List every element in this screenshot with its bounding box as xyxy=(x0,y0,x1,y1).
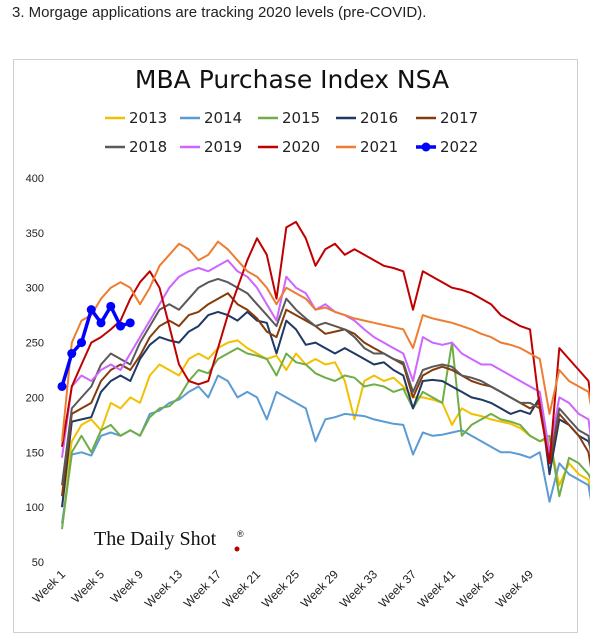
series-group xyxy=(57,220,590,530)
legend-label: 2013 xyxy=(129,109,167,127)
legend-label: 2019 xyxy=(204,138,242,156)
x-tick-label: Week 17 xyxy=(181,567,224,610)
series-line-2021 xyxy=(61,240,590,442)
data-point-2022 xyxy=(96,318,106,328)
data-point-2022 xyxy=(125,318,135,328)
watermark-dot xyxy=(234,546,240,552)
legend-label: 2021 xyxy=(360,138,398,156)
y-tick-label: 300 xyxy=(26,283,44,295)
data-point-2022 xyxy=(116,321,125,331)
series-line-2020 xyxy=(61,220,590,465)
series-line-2016 xyxy=(61,310,590,508)
y-tick-label: 400 xyxy=(26,173,44,185)
y-tick-label: 100 xyxy=(26,502,44,514)
series-line-2015 xyxy=(61,341,590,530)
x-tick-label: Week 21 xyxy=(220,567,263,610)
x-tick-label: Week 13 xyxy=(142,567,185,610)
data-point-2022 xyxy=(77,338,86,348)
y-tick-label: 50 xyxy=(32,557,44,569)
legend-label: 2020 xyxy=(282,138,320,156)
x-tick-label: Week 1 xyxy=(30,567,69,606)
x-tick-label: Week 33 xyxy=(337,567,380,610)
legend-label: 2014 xyxy=(204,109,242,127)
data-point-2022 xyxy=(67,349,77,359)
series-line-2017 xyxy=(61,292,590,497)
watermark-registered: ® xyxy=(237,529,244,539)
legend-marker xyxy=(421,142,431,152)
legend-label: 2022 xyxy=(440,138,478,156)
x-tick-label: Week 5 xyxy=(69,567,108,606)
y-tick-label: 150 xyxy=(26,447,44,459)
series-line-2018 xyxy=(61,277,590,486)
data-point-2022 xyxy=(106,301,116,311)
x-tick-label: Week 41 xyxy=(415,567,458,610)
chart-title: MBA Purchase Index NSA xyxy=(135,65,449,94)
y-tick-label: 200 xyxy=(26,392,44,404)
x-tick-label: Week 25 xyxy=(259,567,302,610)
legend-label: 2017 xyxy=(440,109,478,127)
y-tick-label: 250 xyxy=(26,338,44,350)
series-line-2014 xyxy=(61,374,590,524)
x-tick-label: Week 45 xyxy=(454,567,497,610)
data-point-2022 xyxy=(86,305,96,315)
x-tick-label: Week 37 xyxy=(376,567,419,610)
legend-label: 2016 xyxy=(360,109,398,127)
data-point-2022 xyxy=(57,381,67,391)
watermark: The Daily Shot ® xyxy=(94,528,244,552)
y-axis: 50 100 150 200 250 300 350 400 xyxy=(26,173,44,569)
x-tick-label: Week 9 xyxy=(108,567,147,606)
series-line-2013 xyxy=(61,339,590,508)
legend-label: 2015 xyxy=(282,109,320,127)
watermark-text: The Daily Shot xyxy=(94,528,217,550)
series-line-2019 xyxy=(61,259,590,458)
legend-label: 2018 xyxy=(129,138,167,156)
x-tick-label: Week 49 xyxy=(493,567,536,610)
chart-legend: 2013 2014 2015 2016 2017 2018 2019 2020 2021 2022 xyxy=(105,109,478,156)
y-tick-label: 350 xyxy=(26,228,44,240)
x-tick-label: Week 29 xyxy=(298,567,341,610)
chart-frame xyxy=(13,59,578,633)
chart-caption: 3. Morgage applications are tracking 202… xyxy=(12,4,427,21)
